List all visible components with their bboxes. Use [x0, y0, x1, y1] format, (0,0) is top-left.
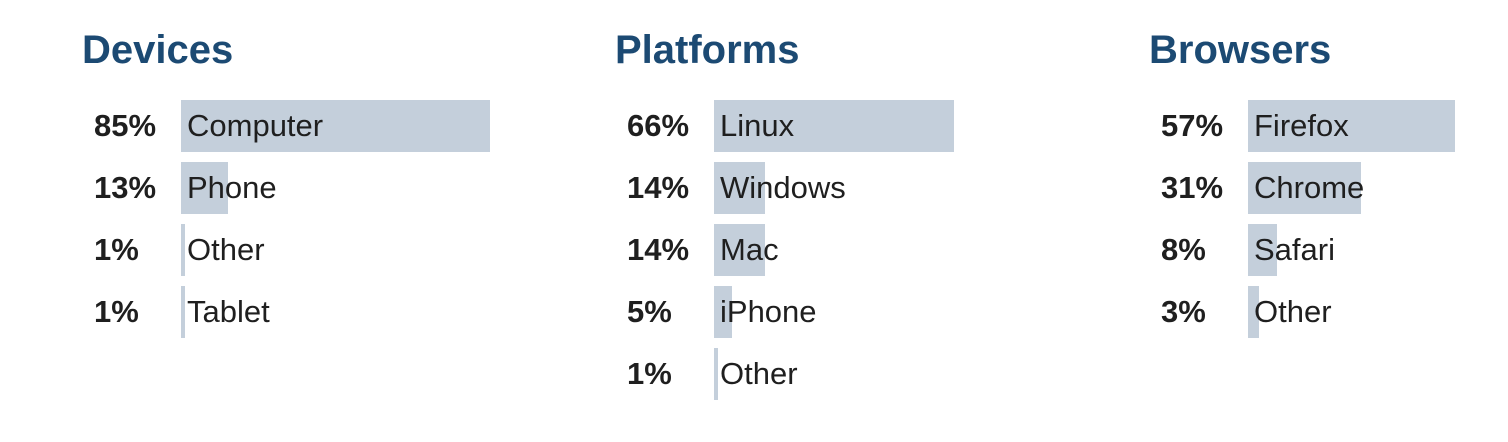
platforms-category-label: Other — [720, 356, 798, 391]
devices-bar-tablet — [181, 286, 185, 338]
platforms-bar-linux — [714, 100, 954, 152]
browsers-percent-label: 57% — [1161, 108, 1224, 143]
browsers-bar-chrome — [1248, 162, 1361, 214]
platforms-bar-iphone — [714, 286, 733, 338]
browsers-title: Browsers — [1149, 28, 1332, 72]
browsers-category-label: Firefox — [1254, 108, 1349, 143]
browsers-category-label: Chrome — [1254, 170, 1365, 205]
browsers-percent-label: 3% — [1161, 294, 1206, 329]
devices-percent-label: 85% — [94, 108, 157, 143]
browsers-bar-other — [1248, 286, 1259, 338]
platforms-bar-mac — [714, 224, 765, 276]
browsers-bar-safari — [1248, 224, 1278, 276]
platforms-percent-label: 14% — [627, 170, 690, 205]
platforms-category-label: Mac — [720, 232, 779, 267]
platforms-category-label: Linux — [720, 108, 795, 143]
devices-category-label: Computer — [187, 108, 324, 143]
platforms-category-label: iPhone — [720, 294, 817, 329]
platforms-percent-label: 14% — [627, 232, 690, 267]
platforms-bar-windows — [714, 162, 765, 214]
browsers-percent-label: 8% — [1161, 232, 1206, 267]
devices-bar-other — [181, 224, 185, 276]
browsers-category-label: Safari — [1254, 232, 1335, 267]
devices-bar-phone — [181, 162, 229, 214]
devices-percent-label: 1% — [94, 294, 139, 329]
devices-percent-label: 13% — [94, 170, 157, 205]
devices-category-label: Phone — [187, 170, 277, 205]
platforms-title: Platforms — [615, 28, 800, 72]
platforms-percent-label: 66% — [627, 108, 690, 143]
platforms-percent-label: 1% — [627, 356, 672, 391]
platforms-percent-label: 5% — [627, 294, 672, 329]
devices-bar-computer — [181, 100, 490, 152]
devices-category-label: Other — [187, 232, 265, 267]
devices-percent-label: 1% — [94, 232, 139, 267]
browsers-percent-label: 31% — [1161, 170, 1224, 205]
platforms-bar-other — [714, 348, 718, 400]
devices-title: Devices — [82, 28, 234, 72]
platforms-category-label: Windows — [720, 170, 846, 205]
devices-category-label: Tablet — [187, 294, 270, 329]
browsers-category-label: Other — [1254, 294, 1332, 329]
browsers-bar-firefox — [1248, 100, 1455, 152]
